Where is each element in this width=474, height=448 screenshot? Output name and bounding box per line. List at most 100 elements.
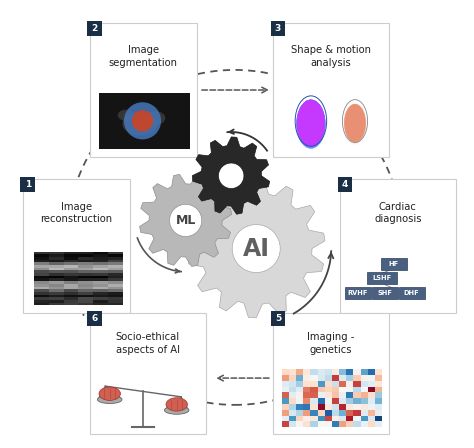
Bar: [64, 279, 79, 281]
Bar: [49, 279, 64, 281]
Bar: [318, 375, 325, 381]
Text: Image
segmentation: Image segmentation: [109, 45, 178, 68]
Bar: [34, 297, 49, 300]
Bar: [64, 295, 79, 297]
Bar: [354, 381, 361, 387]
Bar: [108, 276, 123, 279]
Text: 5: 5: [275, 314, 281, 323]
Bar: [289, 387, 296, 392]
Bar: [368, 375, 375, 381]
Bar: [361, 375, 368, 381]
Bar: [310, 422, 318, 427]
Bar: [289, 404, 296, 410]
Bar: [332, 416, 339, 422]
Bar: [49, 295, 64, 297]
Bar: [346, 387, 354, 392]
Bar: [346, 422, 354, 427]
Bar: [354, 398, 361, 404]
Bar: [49, 297, 64, 300]
Bar: [108, 297, 123, 300]
Bar: [93, 295, 108, 297]
Ellipse shape: [145, 111, 165, 125]
Bar: [339, 392, 346, 398]
Bar: [375, 416, 382, 422]
Bar: [346, 381, 354, 387]
Bar: [93, 284, 108, 287]
Bar: [303, 392, 310, 398]
Text: Image
reconstruction: Image reconstruction: [40, 202, 112, 224]
Bar: [325, 392, 332, 398]
Bar: [64, 284, 79, 287]
Bar: [282, 416, 289, 422]
Bar: [282, 410, 289, 416]
Bar: [93, 292, 108, 295]
Bar: [49, 265, 64, 268]
Bar: [303, 422, 310, 427]
Bar: [34, 263, 123, 265]
Bar: [64, 287, 79, 289]
Ellipse shape: [296, 99, 326, 148]
Bar: [346, 375, 354, 381]
Bar: [346, 416, 354, 422]
Bar: [346, 392, 354, 398]
Bar: [49, 271, 64, 273]
Bar: [93, 287, 108, 289]
Circle shape: [170, 204, 202, 237]
Bar: [318, 381, 325, 387]
Ellipse shape: [344, 104, 366, 144]
Bar: [310, 404, 318, 410]
Bar: [332, 410, 339, 416]
Text: DL: DL: [223, 169, 240, 182]
Polygon shape: [139, 174, 232, 267]
Bar: [375, 387, 382, 392]
Bar: [79, 279, 93, 281]
Bar: [332, 387, 339, 392]
Bar: [49, 252, 64, 254]
Bar: [34, 300, 123, 302]
Bar: [79, 281, 93, 284]
Bar: [296, 416, 303, 422]
Bar: [79, 271, 93, 273]
Bar: [64, 252, 79, 254]
Bar: [34, 252, 49, 254]
Bar: [93, 279, 108, 281]
Bar: [79, 252, 93, 254]
Ellipse shape: [297, 100, 325, 146]
Bar: [108, 268, 123, 271]
Bar: [310, 416, 318, 422]
Bar: [368, 416, 375, 422]
Bar: [108, 284, 123, 287]
Ellipse shape: [164, 406, 189, 414]
Ellipse shape: [344, 104, 366, 143]
Bar: [296, 387, 303, 392]
Bar: [282, 375, 289, 381]
Bar: [296, 398, 303, 404]
Bar: [339, 404, 346, 410]
Bar: [108, 279, 123, 281]
Bar: [64, 257, 79, 260]
Bar: [64, 268, 79, 271]
Bar: [34, 252, 123, 254]
Bar: [64, 271, 79, 273]
Bar: [64, 265, 79, 268]
Ellipse shape: [98, 396, 122, 404]
Bar: [34, 295, 123, 297]
Polygon shape: [192, 137, 270, 214]
Bar: [368, 381, 375, 387]
Bar: [375, 381, 382, 387]
Bar: [34, 287, 49, 289]
FancyBboxPatch shape: [399, 287, 425, 299]
Bar: [339, 416, 346, 422]
Bar: [325, 375, 332, 381]
Bar: [303, 387, 310, 392]
Bar: [93, 260, 108, 263]
Text: 3: 3: [275, 24, 281, 33]
Bar: [368, 404, 375, 410]
Bar: [34, 271, 49, 273]
Bar: [375, 369, 382, 375]
Bar: [34, 273, 123, 276]
Ellipse shape: [297, 100, 325, 147]
Bar: [108, 292, 123, 295]
Text: SHF: SHF: [377, 290, 392, 296]
Bar: [34, 257, 49, 260]
